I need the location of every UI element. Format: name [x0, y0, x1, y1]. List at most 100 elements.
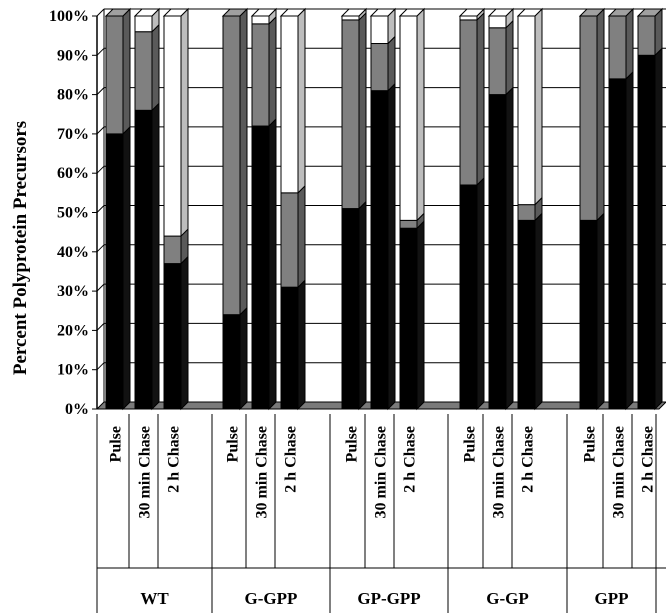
bar-segment-front	[105, 15, 124, 135]
bar-segment-front	[134, 31, 153, 111]
bar-WT-2 h Chase	[162, 7, 190, 411]
x-category-label: 2 h Chase	[283, 426, 300, 493]
bar-top	[369, 8, 397, 17]
bar-top	[104, 8, 132, 17]
x-category-label: Pulse	[344, 426, 361, 462]
bar-segment-front	[134, 109, 153, 410]
bar-segment-side	[625, 7, 634, 81]
bar-top	[578, 8, 606, 17]
x-category-label: Pulse	[462, 426, 479, 462]
bar-segment-side	[534, 7, 543, 206]
y-tick-label: 60%	[57, 165, 89, 182]
bar-segment-front	[134, 15, 153, 33]
gridline-depth	[96, 362, 105, 371]
bar-segment-front	[399, 227, 418, 410]
bar-top	[487, 8, 515, 17]
x-category-label: 30 min Chase	[254, 426, 271, 518]
bar-G-GPP-Pulse	[221, 7, 249, 411]
bar-segment-side	[534, 212, 543, 411]
x-category-label: 30 min Chase	[611, 426, 628, 518]
bar-segment-front	[163, 235, 182, 265]
bar-segment-side	[239, 306, 248, 411]
y-tick-label: 10%	[57, 362, 89, 379]
x-category-label: Pulse	[225, 426, 242, 462]
bar-segment-side	[122, 125, 131, 411]
bar-segment-front	[163, 15, 182, 237]
bar-segment-side	[476, 176, 485, 411]
gridline-depth	[96, 323, 105, 331]
bar-segment-front	[517, 204, 536, 221]
bar-G-GPP-2 h Chase	[279, 7, 307, 411]
x-category-label: 2 h Chase	[402, 426, 419, 493]
bar-segment-side	[505, 19, 514, 96]
y-tick-label: 100%	[49, 8, 89, 25]
y-tick-label: 0%	[65, 401, 89, 418]
bar-GPP-Pulse	[578, 7, 606, 411]
bar-segment-front	[163, 263, 182, 410]
bar-GP-GPP-30 min Chase	[369, 7, 397, 411]
bars	[104, 7, 664, 411]
bar-segment-front	[488, 27, 507, 96]
y-tick-labels: 0% 10% 20% 30% 40% 50% 60% 70% 80% 90% 100%	[49, 8, 89, 418]
bar-top	[607, 8, 635, 17]
bar-top	[458, 8, 486, 17]
bar-segment-front	[341, 15, 360, 21]
bar-segment-front	[280, 286, 299, 410]
bar-segment-side	[297, 184, 306, 289]
bar-segment-side	[625, 70, 634, 411]
bar-segment-side	[505, 86, 514, 411]
bar-segment-front	[517, 15, 536, 206]
bar-segment-side	[654, 7, 663, 57]
bar-segment-front	[222, 15, 241, 316]
bar-top	[162, 8, 190, 17]
bar-GP-GPP-2 h Chase	[398, 7, 426, 411]
bar-top	[398, 8, 426, 17]
y-axis-label: Percent Polyprotein Precursors	[10, 121, 31, 375]
gridline-depth	[96, 8, 105, 17]
bar-segment-front	[105, 133, 124, 410]
gridline-depth	[96, 126, 105, 135]
bar-segment-front	[399, 219, 418, 229]
bar-top	[221, 8, 249, 17]
bar-segment-front	[251, 15, 270, 25]
bar-segment-front	[488, 15, 507, 29]
y-tick-label: 30%	[57, 283, 89, 300]
group-label: G-GPP	[245, 589, 298, 608]
bar-segment-side	[358, 11, 367, 210]
group-label: G-GP	[486, 589, 529, 608]
gridline-depth	[96, 244, 105, 253]
bar-G-GP-2 h Chase	[516, 7, 544, 411]
bar-segment-front	[370, 43, 389, 92]
bar-segment-front	[370, 15, 389, 45]
y-tick-label: 40%	[57, 244, 89, 261]
bar-segment-front	[608, 15, 627, 80]
bar-segment-front	[280, 192, 299, 288]
bar-G-GP-Pulse	[458, 7, 486, 411]
bar-segment-side	[654, 47, 663, 411]
y-tick-label: 20%	[57, 322, 89, 339]
bar-segment-front	[459, 184, 478, 410]
bar-segment-side	[416, 7, 425, 222]
x-category-label: 30 min Chase	[137, 426, 154, 518]
bar-segment-side	[268, 15, 277, 128]
bar-segment-front	[579, 15, 598, 221]
x-category-label: 2 h Chase	[640, 426, 657, 493]
group-label: GPP	[595, 589, 629, 608]
bar-segment-side	[151, 23, 160, 112]
bar-segment-front	[251, 125, 270, 410]
bar-segment-front	[341, 19, 360, 210]
bar-segment-side	[387, 82, 396, 411]
bar-segment-front	[370, 90, 389, 410]
bar-segment-front	[579, 219, 598, 410]
bar-segment-front	[399, 15, 418, 221]
bar-segment-side	[387, 35, 396, 92]
bar-segment-side	[297, 7, 306, 195]
bar-segment-front	[488, 94, 507, 410]
bar-segment-front	[459, 19, 478, 186]
bar-WT-30 min Chase	[133, 7, 161, 411]
bar-segment-front	[637, 54, 656, 410]
x-category-label: Pulse	[582, 426, 599, 462]
bar-GPP-30 min Chase	[607, 7, 635, 411]
bar-segment-side	[596, 212, 605, 411]
